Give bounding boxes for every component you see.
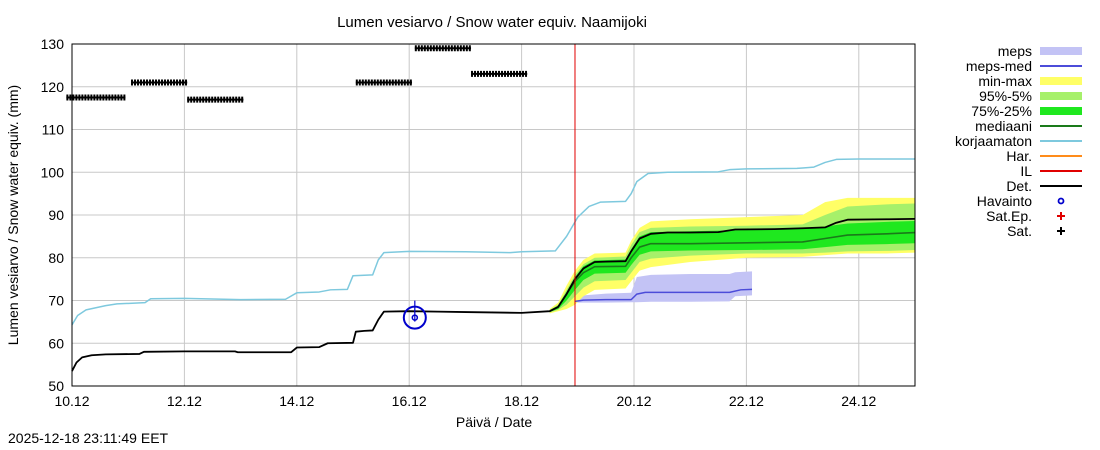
x-axis-label: Päivä / Date	[456, 414, 532, 430]
y-tick-label: 70	[48, 293, 64, 309]
y-tick-label: 60	[48, 335, 64, 351]
y-tick-label: 50	[48, 378, 64, 394]
legend-swatch-p75_25	[1040, 107, 1082, 115]
legend-label-det: Det.	[1006, 178, 1032, 194]
legend-swatch-havainto	[1057, 197, 1065, 205]
x-tick-label: 14.12	[279, 393, 314, 409]
legend-label-har: Har.	[1006, 148, 1032, 164]
observation-points	[66, 45, 528, 330]
det-line	[71, 217, 916, 372]
korjaamaton-line	[71, 158, 915, 326]
y-tick-label: 110	[42, 122, 65, 138]
y-tick-label: 100	[41, 164, 65, 180]
timestamp: 2025-12-18 23:11:49 EET	[8, 430, 169, 446]
legend-label-uncorrected: korjaamaton	[955, 133, 1032, 149]
x-tick-label: 20.12	[616, 393, 651, 409]
legend-label-meps_med: meps-med	[966, 58, 1032, 74]
plot-frame	[71, 43, 916, 387]
legend-swatch-meps	[1040, 47, 1082, 55]
axis-ticks: 50 60 70 80 90 100 110 120 130 10.12 12.12 14.12 16.…	[41, 36, 877, 409]
series-lines	[71, 44, 916, 386]
y-tick-label: 80	[48, 250, 64, 266]
legend-label-satep: Sat.Ep.	[986, 208, 1032, 224]
x-tick-label: 24.12	[841, 393, 876, 409]
legend-label-il: IL	[1020, 163, 1032, 179]
band-p75_25	[549, 220, 915, 313]
y-tick-label: 120	[41, 79, 65, 95]
y-tick-label: 130	[41, 36, 65, 52]
meps-med-line	[574, 288, 753, 303]
legend-label-median: mediaani	[975, 118, 1032, 134]
x-tick-label: 12.12	[167, 393, 202, 409]
legend-label-sat: Sat.	[1007, 223, 1032, 239]
legend-swatch-minmax	[1040, 77, 1082, 85]
legend-label-meps: meps	[998, 43, 1032, 59]
legend-label-p75_25: 75%-25%	[971, 103, 1032, 119]
plot-border	[71, 43, 916, 387]
band-meps	[574, 271, 753, 303]
legend-label-havainto: Havainto	[977, 193, 1032, 209]
x-tick-label: 10.12	[54, 393, 89, 409]
x-tick-label: 22.12	[729, 393, 764, 409]
x-tick-label: 16.12	[392, 393, 427, 409]
legend-swatch-p95_5	[1040, 92, 1082, 100]
legend-label-p95_5: 95%-5%	[979, 88, 1032, 104]
legend-label-minmax: min-max	[978, 73, 1032, 89]
y-axis-label: Lumen vesiarvo / Snow water equiv. (mm)	[5, 85, 21, 345]
x-tick-label: 18.12	[504, 393, 539, 409]
y-tick-label: 90	[48, 207, 64, 223]
chart-title: Lumen vesiarvo / Snow water equiv. Naami…	[337, 14, 647, 31]
legend: mepsmeps-medmin-max95%-5%75%-25%mediaani…	[955, 43, 1082, 239]
grid-lines	[72, 44, 915, 386]
